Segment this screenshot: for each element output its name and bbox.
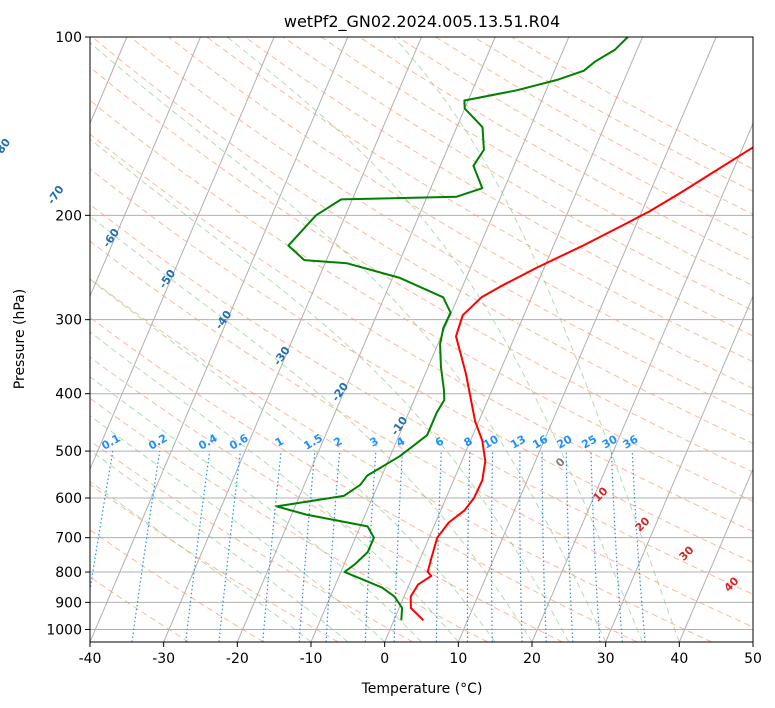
dry-adiabat [90, 529, 264, 642]
y-tick-label: 900 [55, 595, 82, 611]
dry-adiabat [90, 240, 753, 628]
mixing-ratio-line [262, 451, 282, 642]
y-tick-label: 400 [55, 387, 82, 403]
y-tick-label: 600 [55, 491, 82, 507]
x-tick-label: -20 [226, 651, 249, 667]
dry-adiabat [90, 99, 753, 502]
mixing-ratio-line [90, 450, 114, 594]
x-tick-label: -10 [300, 651, 323, 667]
tick-layer: -40 -30 -20 -10 0 10 20 30 40 50 100 200 300 400 500 60… [46, 30, 762, 667]
moist-adiabat [90, 42, 607, 642]
dewpoint-profile [275, 37, 629, 621]
dry-adiabat [168, 37, 753, 389]
dry-adiabat [90, 168, 753, 563]
y-tick-label: 1000 [46, 622, 82, 638]
isotherm-gridline [605, 295, 753, 642]
moist-adiabat [90, 278, 496, 642]
y-axis-title: Pressure (hPa) [12, 289, 28, 389]
dry-adiabat [90, 133, 753, 533]
x-axis-title: Temperature (°C) [361, 681, 483, 697]
x-tick-label: 50 [744, 651, 762, 667]
isotherm-gridline [678, 467, 753, 642]
moist-adiabat [90, 138, 570, 642]
isotherm-gridline [90, 37, 275, 471]
mixing-ratio-line [298, 451, 316, 642]
x-tick-label: -30 [152, 651, 175, 667]
moist-adiabat [90, 415, 386, 642]
moist-adiabat [90, 215, 533, 642]
x-tick-label: 20 [523, 651, 541, 667]
mixing-ratio-line [131, 451, 161, 642]
isotherm-gridline [90, 37, 349, 642]
dry-adiabat [91, 37, 753, 445]
dry-adiabat [90, 483, 339, 642]
mixing-ratio-line [631, 451, 646, 642]
isotherm-gridline [384, 37, 643, 642]
moist-adiabat [90, 480, 312, 642]
dry-adiabat [282, 37, 753, 312]
dry-adiabat [90, 278, 712, 642]
mixing-ratio-line [185, 451, 211, 642]
y-tick-label: 100 [55, 30, 82, 46]
y-tick-label: 500 [55, 444, 82, 460]
moist-adiabat [227, 37, 643, 642]
moist-adiabat [393, 37, 680, 642]
x-tick-label: 40 [670, 651, 688, 667]
dry-adiabat [244, 37, 753, 337]
isotherm-gridline [457, 37, 717, 642]
chart-title: wetPf2_GN02.2024.005.13.51.R04 [284, 12, 560, 32]
dry-adiabat [90, 356, 563, 642]
mixing-ratio-line [218, 451, 242, 642]
isotherm-gridline [90, 37, 201, 298]
dry-adiabat [130, 37, 753, 417]
x-tick-label: 30 [597, 651, 615, 667]
x-tick-label: 10 [449, 651, 467, 667]
plot-frame [89, 36, 754, 643]
x-tick-label: -40 [79, 651, 102, 667]
temperature-profile [409, 146, 753, 622]
y-tick-label: 200 [55, 208, 82, 224]
isotherm-gridline [163, 37, 422, 642]
isotherm-gridline [531, 122, 753, 642]
series-layer [275, 37, 753, 622]
adiabat-layer [90, 37, 753, 642]
dry-adiabat [90, 316, 638, 642]
y-tick-label: 300 [55, 313, 82, 329]
y-tick-label: 700 [55, 531, 82, 547]
y-tick-label: 800 [55, 565, 82, 581]
isotherm-gridline [236, 37, 496, 642]
moist-adiabat [90, 331, 459, 642]
x-tick-label: 0 [380, 651, 389, 667]
dry-adiabat [90, 203, 753, 595]
